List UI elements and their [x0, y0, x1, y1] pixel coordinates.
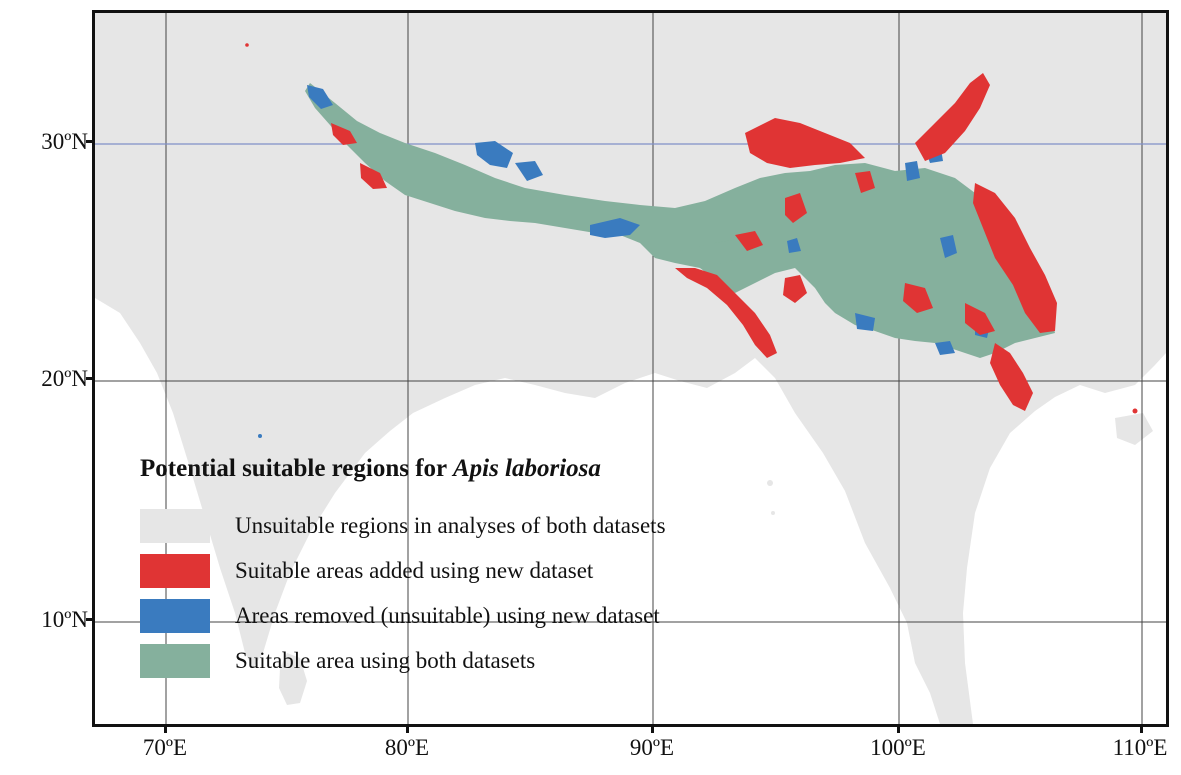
legend-item-added: Suitable areas added using new dataset [140, 548, 800, 593]
lon-tick-70 [164, 725, 167, 733]
longitude-label-90e: 90ºE [629, 735, 675, 760]
longitude-label-70e: 70ºE [142, 735, 188, 760]
legend-title-species: Apis laboriosa [452, 455, 601, 482]
legend-title: Potential suitable regions for Apis labo… [140, 455, 800, 483]
lon-tick-100 [897, 725, 900, 733]
lon-tick-90 [651, 725, 654, 733]
longitude-label-100e: 100ºE [870, 735, 926, 760]
legend-swatch-added [140, 553, 210, 588]
land-andaman [771, 511, 775, 515]
latitude-label-20n: 20ºN [41, 366, 88, 391]
suitable-areas-added-new-dataset [245, 43, 1138, 414]
legend-label-unsuitable: Unsuitable regions in analyses of both d… [235, 512, 666, 538]
longitude-label-80e: 80ºE [384, 735, 430, 760]
legend-title-prefix: Potential suitable regions for [140, 455, 453, 482]
latitude-label-10n: 10ºN [41, 607, 88, 632]
suitable-area-both-datasets [305, 83, 1055, 358]
legend-item-removed: Areas removed (unsuitable) using new dat… [140, 593, 800, 638]
map-frame[interactable] [92, 10, 1169, 727]
legend-label-both: Suitable area using both datasets [235, 647, 536, 673]
legend-label-added: Suitable areas added using new dataset [235, 557, 594, 583]
legend-swatch-unsuitable [140, 508, 210, 543]
legend-swatch-both [140, 643, 210, 678]
legend-label-removed: Areas removed (unsuitable) using new dat… [235, 602, 660, 628]
suitable-area-both-datasets [680, 238, 760, 265]
lon-tick-110 [1140, 725, 1143, 733]
legend-swatch-removed [140, 598, 210, 633]
lat-tick-10 [86, 618, 94, 621]
land-sri-lanka [279, 653, 307, 705]
legend-item-both: Suitable area using both datasets [140, 638, 800, 683]
land-hainan [1115, 413, 1153, 445]
map-canvas[interactable] [95, 13, 1166, 724]
latitude-label-30n: 30ºN [41, 129, 88, 154]
longitude-label-110e: 110ºE [1112, 735, 1168, 760]
land-andaman [767, 480, 773, 486]
lat-tick-20 [86, 377, 94, 380]
map-legend: Potential suitable regions for Apis labo… [140, 455, 800, 683]
lon-tick-80 [406, 725, 409, 733]
legend-item-unsuitable: Unsuitable regions in analyses of both d… [140, 503, 800, 548]
lat-tick-30 [86, 140, 94, 143]
